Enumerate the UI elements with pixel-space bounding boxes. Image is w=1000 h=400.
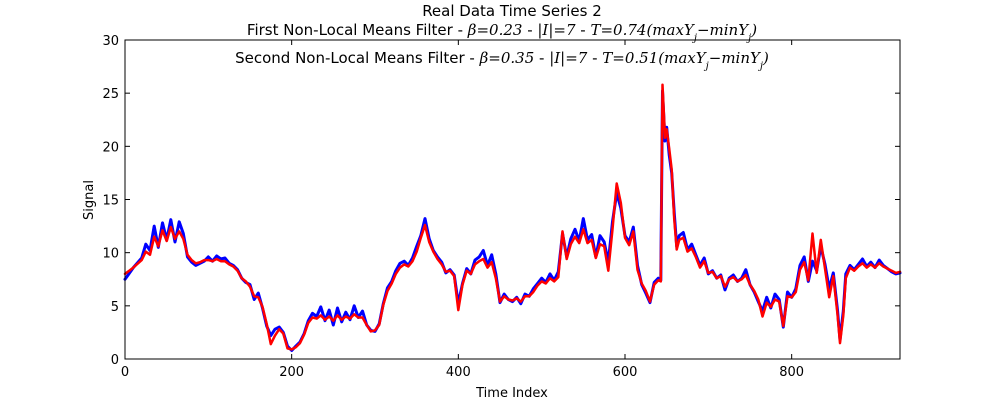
chart-title: Real Data Time Series 2 [422, 2, 602, 20]
subtitle-2-beta: β=0.35 [479, 49, 535, 67]
subtitle-1-mid: −minY [697, 21, 750, 39]
subtitle-2-t: T=0.51(maxY [602, 49, 707, 67]
x-tick-label: 0 [121, 365, 129, 380]
x-axis-label: Time Index [475, 386, 548, 400]
y-tick-label: 0 [111, 353, 119, 368]
subtitle-2-sub1: j [704, 61, 709, 72]
x-tick-label: 600 [613, 365, 638, 380]
subtitle-2-sub2: j [758, 61, 763, 72]
subtitle-1-end: ) [750, 21, 757, 39]
subtitle-1-t: T=0.74(maxY [590, 21, 695, 39]
subtitle-2-mid: −minY [709, 49, 762, 67]
y-tick-label: 10 [102, 247, 119, 262]
x-tick-label: 200 [279, 365, 304, 380]
chart-subtitle-1: First Non-Local Means Filter - β=0.23 - … [247, 21, 757, 44]
subtitle-1-beta: β=0.23 [467, 21, 523, 39]
subtitle-1-sep2: - [576, 21, 591, 39]
subtitle-1-i: |I|=7 [537, 21, 576, 39]
subtitle-1-sub1: j [692, 33, 697, 44]
series-line-2 [123, 83, 902, 351]
y-tick-label: 15 [102, 194, 119, 209]
plot-area: 0 200 400 600 800 0 5 10 15 20 25 30 [102, 34, 902, 380]
subtitle-2-end: ) [762, 49, 769, 67]
subtitle-1-sep1: - [522, 21, 537, 39]
subtitle-2-i: |I|=7 [549, 49, 588, 67]
y-tick-label: 25 [102, 87, 119, 102]
chart-subtitle-2: Second Non-Local Means Filter - β=0.35 -… [235, 49, 769, 72]
x-tick-label: 400 [446, 365, 471, 380]
y-tick-label: 20 [102, 140, 119, 155]
subtitle-2-prefix: Second Non-Local Means Filter - [235, 49, 479, 67]
subtitle-1-sub2: j [746, 33, 751, 44]
subtitle-2-sep1: - [534, 49, 549, 67]
y-axis-label: Signal [82, 180, 97, 220]
x-tick-label: 800 [779, 365, 804, 380]
subtitle-2-sep2: - [587, 49, 602, 67]
subtitle-1-prefix: First Non-Local Means Filter - [247, 21, 468, 39]
y-tick-label: 30 [102, 34, 119, 49]
y-tick-label: 5 [111, 300, 119, 315]
